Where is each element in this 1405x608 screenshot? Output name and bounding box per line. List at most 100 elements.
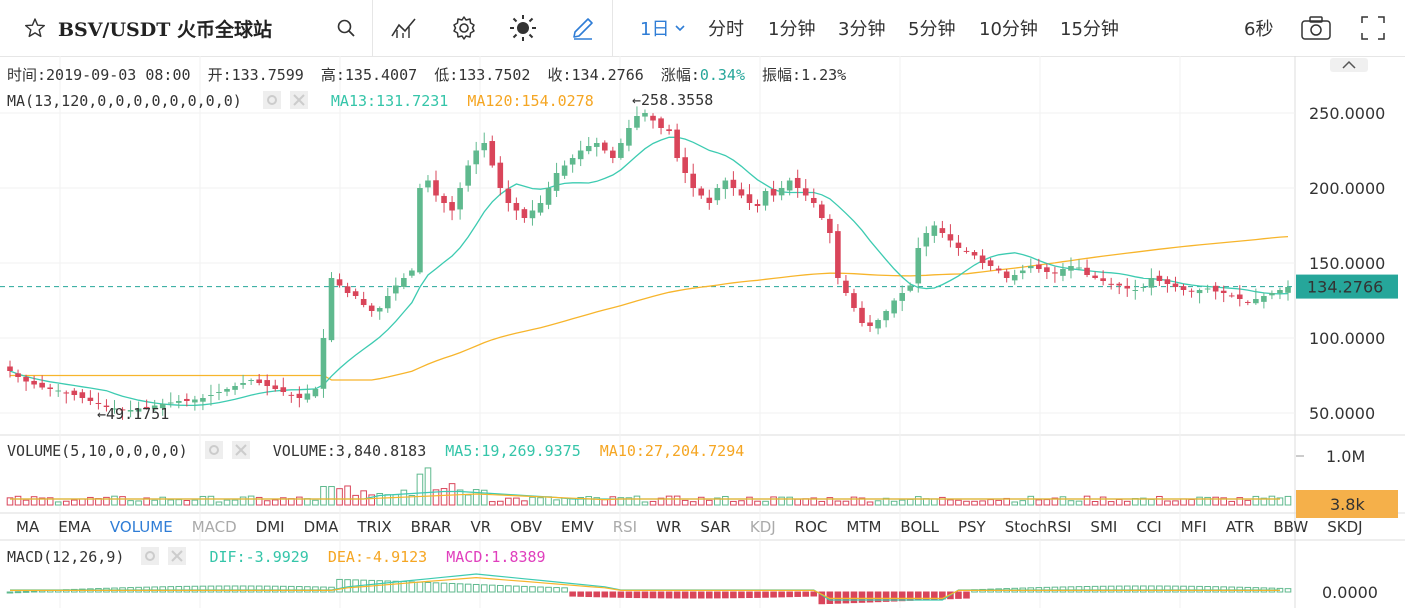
indicator-settings-icon[interactable] [141,547,160,565]
indicator-tabs: MA EMA VOLUME MACD DMI DMA TRIX BRAR VR OBV EMV RSI… [0,514,1363,540]
candle-body [561,165,568,176]
volume-bar [424,467,432,506]
candle-body [280,387,287,392]
volume-bar [609,496,617,506]
candle-body [698,188,705,196]
interval-option[interactable]: 5分钟 [908,19,956,40]
indicator-tab-mtm[interactable]: MTM [846,518,882,536]
indicator-settings-icon[interactable] [204,441,223,459]
indicator-tab-trix[interactable]: TRIX [357,518,392,536]
indicator-tab-vr[interactable]: VR [470,518,492,536]
indicator-tab-boll[interactable]: BOLL [900,518,939,536]
indicator-tab-macd[interactable]: MACD [191,518,237,536]
macd-bar [497,584,504,593]
macd-bar [1156,585,1163,593]
indicator-tab-volume[interactable]: VOLUME [109,518,173,536]
candle-body [827,218,833,233]
macd-bar [1131,585,1139,593]
indicator-close-icon[interactable] [168,547,187,565]
macd-bar [537,586,544,593]
favorite-star-icon[interactable] [22,0,48,56]
candle-body [706,197,713,203]
indicator-tab-ema[interactable]: EMA [58,518,91,536]
candle-body [119,409,126,411]
interval-option[interactable]: 1分钟 [768,19,816,40]
indicator-tab-emv[interactable]: EMV [561,518,594,536]
macd-bar [488,584,496,593]
interval-option[interactable]: 15分钟 [1060,19,1119,40]
candle-body [1132,290,1139,291]
candle-body [810,197,817,203]
volume-bar [1204,496,1211,506]
volume-bar [279,497,287,506]
macd-bar [1115,585,1123,593]
indicator-tab-rsi[interactable]: RSI [612,518,638,536]
low-label: 低: [434,66,459,84]
interval-option[interactable]: 分时 [708,19,744,40]
indicator-tab-cci[interactable]: CCI [1136,518,1162,536]
indicator-tab-dmi[interactable]: DMI [255,518,285,536]
indicator-tab-smi[interactable]: SMI [1090,518,1118,536]
open-label: 开: [207,66,232,84]
candle-body [143,406,150,408]
chevron-up-icon[interactable] [1330,58,1368,72]
indicator-tab-obv[interactable]: OBV [510,518,543,536]
volume-bar [207,495,215,506]
candle-body [296,393,303,398]
candle-body [344,286,351,293]
volume-bar [505,497,512,506]
indicator-tab-sar[interactable]: SAR [700,518,731,536]
interval-selector[interactable]: 1日 [640,0,687,56]
volume-bar [1035,499,1043,506]
indicator-tab-psy[interactable]: PSY [957,518,986,536]
max-price-value: 258.3558 [641,91,714,109]
indicator-settings-icon[interactable] [262,91,281,109]
draw-pencil-icon[interactable] [568,0,598,56]
indicator-close-icon[interactable] [289,91,308,109]
indicator-tab-ma[interactable]: MA [16,518,40,536]
macd-bar [633,591,641,599]
indicators-chart-icon[interactable] [390,0,418,56]
volume-bar [778,496,785,506]
candle-body [883,311,889,321]
volume-bar [376,492,384,506]
indicator-close-icon[interactable] [231,441,250,459]
volume-bar [87,496,94,506]
theme-sun-icon[interactable] [508,0,538,56]
fullscreen-icon[interactable] [1358,0,1388,56]
indicator-tab-atr[interactable]: ATR [1225,518,1255,536]
indicator-tab-brar[interactable]: BRAR [410,518,452,536]
interval-option[interactable]: 10分钟 [979,19,1038,40]
search-icon[interactable] [333,0,359,56]
refresh-countdown: 6秒 [1244,19,1274,40]
indicator-tab-wr[interactable]: WR [656,518,682,536]
candle-body [1036,264,1042,269]
candle-body [7,366,13,371]
volume-bar [553,499,560,506]
volume-bar [497,500,504,506]
amplitude-value: 1.23% [801,66,847,84]
camera-icon[interactable] [1298,0,1334,56]
macd-bar [223,585,231,593]
macd-bar [1172,585,1179,593]
indicator-tab-dma[interactable]: DMA [303,518,339,536]
macd-bar [1123,585,1131,593]
candle-body [851,293,857,308]
toolbar: BSV/USDT 火币全球站 1日 分时 1分钟 3分钟 5分钟 10分钟 15… [0,0,1405,57]
candle-body [192,399,198,403]
macd-bar [392,580,400,593]
volume-bar [440,488,448,506]
volume-bar [545,496,552,506]
ma-indicator-name: MA(13,120,0,0,0,0,0,0,0,0) [7,92,242,110]
gear-icon[interactable] [450,0,478,56]
indicator-tab-roc[interactable]: ROC [794,518,828,536]
indicator-tab-bbw[interactable]: BBW [1273,518,1309,536]
interval-option[interactable]: 3分钟 [838,19,886,40]
toolbar-divider [372,0,373,56]
indicator-tab-kdj[interactable]: KDJ [749,518,776,536]
symbol-title[interactable]: BSV/USDT 火币全球站 [58,18,272,41]
indicator-tab-stochrsi[interactable]: StochRSI [1004,518,1072,536]
indicator-tab-mfi[interactable]: MFI [1180,518,1207,536]
indicator-tab-skdj[interactable]: SKDJ [1327,518,1363,536]
